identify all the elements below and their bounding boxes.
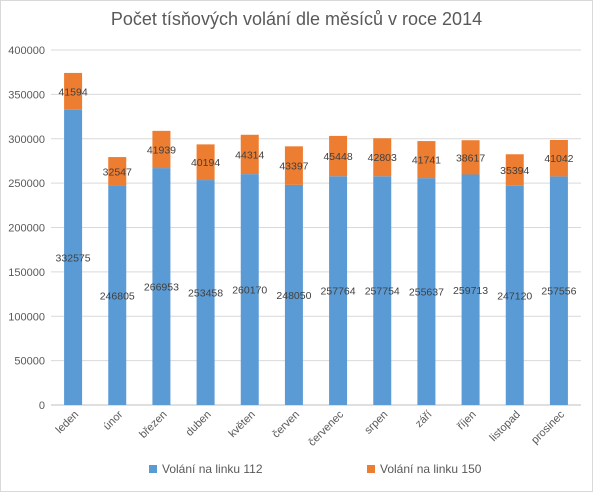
y-tick-label: 200000 (8, 223, 45, 235)
x-tick-label: listopad (488, 409, 523, 444)
legend-label-150: Volání na linku 150 (380, 462, 482, 476)
data-label: 41741 (412, 155, 441, 167)
bar-112 (64, 109, 83, 405)
data-label: 44314 (235, 149, 264, 161)
legend-swatch-150 (367, 465, 375, 473)
data-label: 332575 (56, 252, 91, 264)
x-tick-label: leden (54, 409, 82, 437)
y-tick-label: 350000 (8, 89, 45, 101)
data-label: 248050 (276, 290, 311, 302)
data-label: 257764 (321, 286, 356, 298)
legend-swatch-112 (149, 465, 157, 473)
data-label: 246805 (100, 290, 135, 302)
bar-112 (284, 184, 303, 405)
x-tick-label: říjen (455, 409, 479, 433)
bar-150 (284, 146, 303, 185)
data-label: 266953 (144, 282, 179, 294)
data-label: 32547 (103, 167, 132, 179)
bar-112 (240, 174, 259, 405)
x-tick-label: červen (270, 409, 302, 441)
data-label: 35394 (500, 165, 529, 177)
bar-112 (152, 168, 171, 405)
bar-150 (152, 130, 171, 169)
data-label: 38617 (456, 152, 485, 164)
bar-112 (373, 176, 392, 405)
bar-150 (108, 157, 127, 186)
bar-150 (417, 141, 436, 179)
y-tick-label: 300000 (8, 134, 45, 146)
y-tick-label: 400000 (8, 45, 45, 57)
bar-112 (108, 185, 127, 405)
y-tick-label: 0 (39, 400, 45, 412)
bar-112 (461, 174, 480, 405)
bar-150 (329, 135, 348, 177)
bar-150 (505, 154, 524, 186)
x-tick-label: červenec (306, 408, 346, 448)
bar-150 (373, 138, 392, 177)
legend-item-112: Volání na linku 112 (149, 462, 263, 476)
data-label: 255637 (409, 287, 444, 299)
x-tick-label: prosinec (529, 408, 567, 446)
bar-112 (329, 176, 348, 405)
x-tick-label: duben (184, 409, 214, 439)
bar-150 (196, 144, 215, 181)
data-label: 247120 (497, 290, 532, 302)
x-tick-label: květen (226, 409, 257, 440)
y-tick-label: 50000 (14, 356, 45, 368)
data-label: 253458 (188, 288, 223, 300)
bar-112 (417, 178, 436, 405)
x-tick-label: září (413, 409, 434, 430)
bar-150 (549, 139, 568, 177)
data-label: 42803 (368, 152, 397, 164)
bar-150 (240, 134, 259, 175)
bar-112 (505, 185, 524, 405)
bar-150 (64, 72, 83, 110)
x-tick-label: březen (137, 409, 169, 441)
data-label: 257556 (541, 286, 576, 298)
data-label: 45448 (323, 151, 352, 163)
bar-150 (461, 140, 480, 175)
y-tick-label: 100000 (8, 311, 45, 323)
data-label: 41042 (544, 153, 573, 165)
y-tick-label: 250000 (8, 178, 45, 190)
data-label: 257754 (365, 286, 400, 298)
bar-112 (549, 176, 568, 405)
data-label: 41939 (147, 144, 176, 156)
x-tick-label: srpen (362, 409, 390, 437)
data-label: 43397 (279, 161, 308, 173)
legend-label-112: Volání na linku 112 (162, 462, 263, 476)
legend-item-150: Volání na linku 150 (367, 462, 481, 476)
data-label: 40194 (191, 157, 220, 169)
x-tick-label: únor (101, 408, 125, 432)
y-tick-label: 150000 (8, 267, 45, 279)
data-label: 259713 (453, 285, 488, 297)
data-label: 260170 (232, 285, 267, 297)
data-label: 41594 (58, 86, 87, 98)
chart-title: Počet tísňových volání dle měsíců v roce… (110, 9, 483, 29)
bar-112 (196, 180, 215, 405)
